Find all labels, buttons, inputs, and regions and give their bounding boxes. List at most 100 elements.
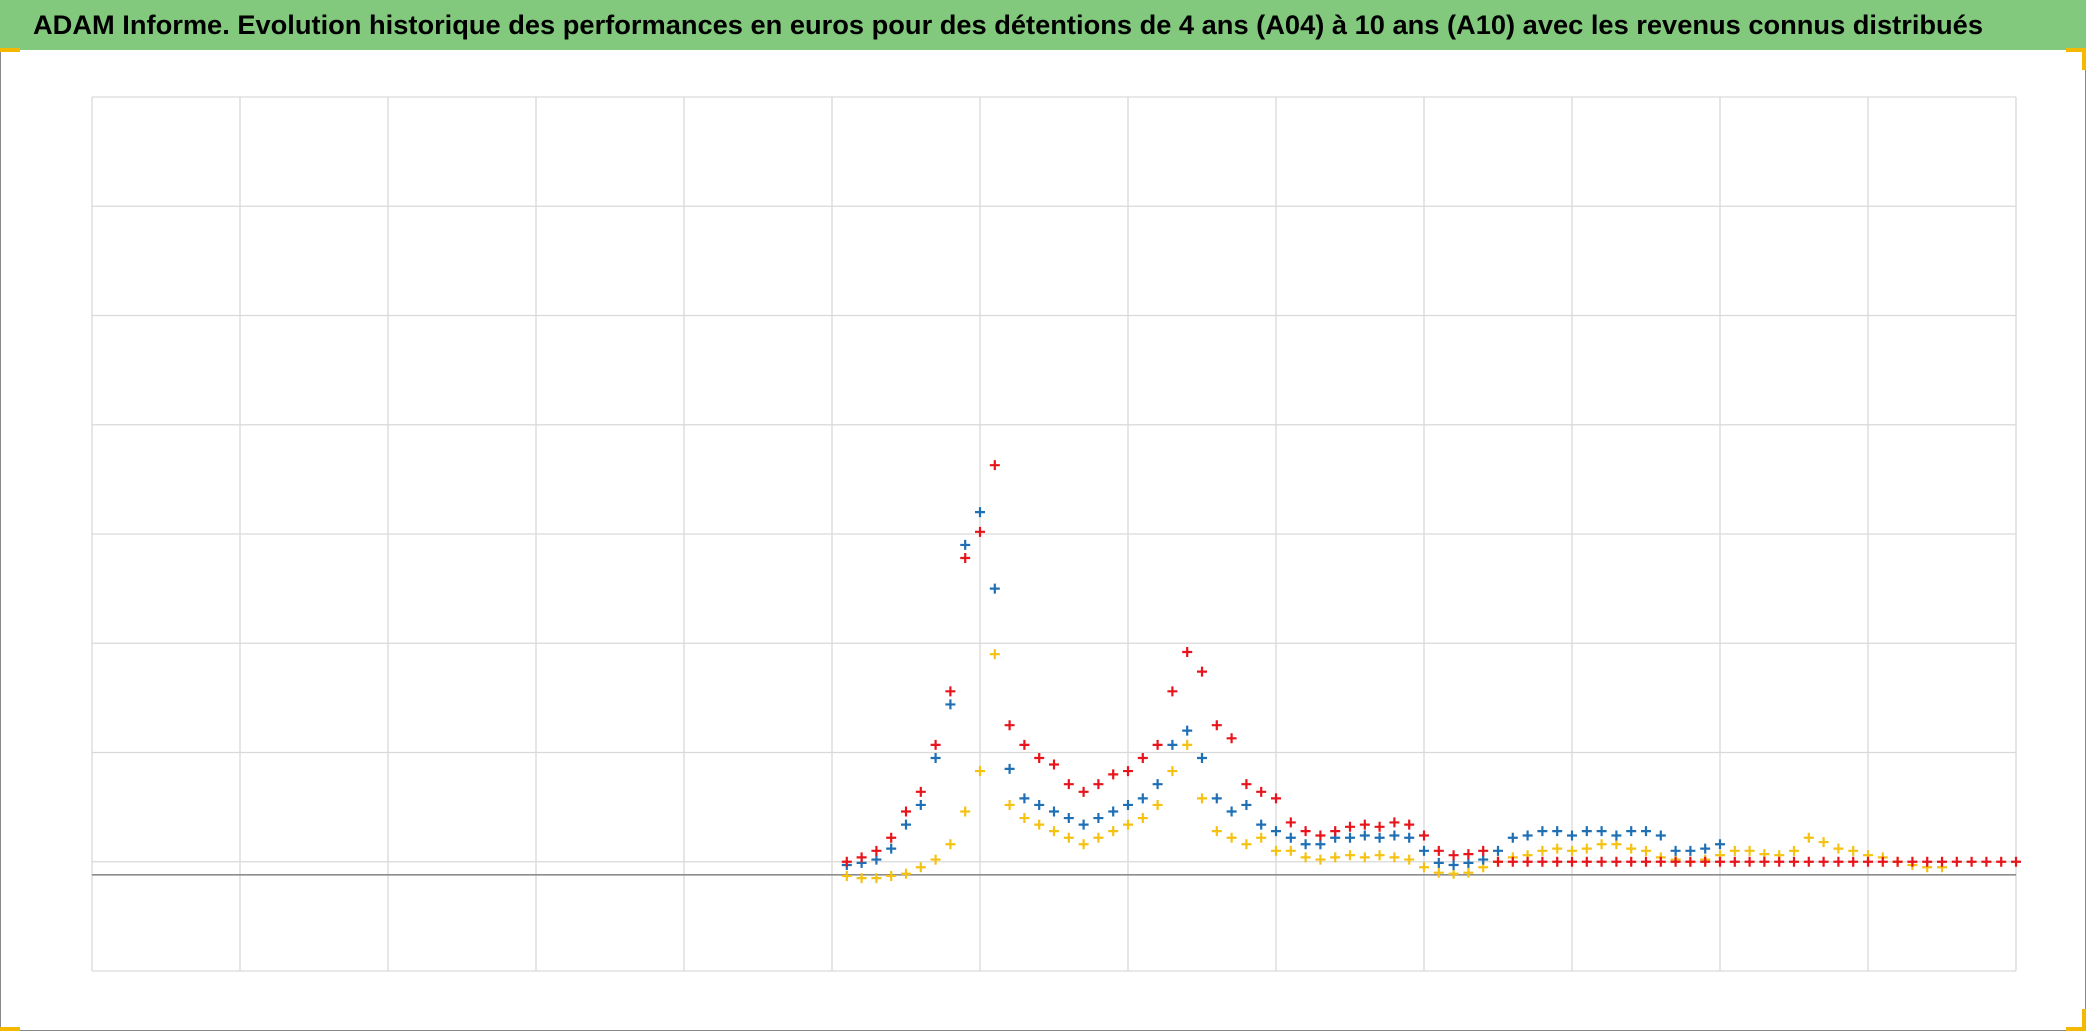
marker	[2011, 856, 2021, 867]
marker	[1552, 856, 1563, 867]
marker	[1226, 806, 1237, 817]
marker	[1389, 830, 1400, 841]
marker	[1004, 720, 1015, 731]
marker	[1670, 856, 1681, 867]
marker	[1596, 826, 1607, 837]
marker	[1818, 837, 1829, 848]
marker	[1359, 852, 1370, 863]
marker	[886, 843, 897, 854]
marker	[1700, 856, 1711, 867]
marker	[1685, 845, 1696, 856]
marker	[1522, 830, 1533, 841]
marker	[1330, 852, 1341, 863]
marker	[1300, 839, 1311, 850]
marker	[1389, 817, 1400, 828]
marker	[1567, 845, 1577, 856]
marker	[1522, 856, 1533, 867]
marker	[1759, 856, 1770, 867]
corner-marks	[0, 48, 2086, 1031]
marker	[975, 526, 985, 537]
marker	[975, 507, 985, 518]
marker	[1848, 856, 1859, 867]
marker	[1182, 646, 1193, 657]
marker	[975, 766, 985, 777]
marker	[1285, 845, 1296, 856]
marker	[1152, 779, 1163, 790]
marker	[930, 854, 941, 865]
marker	[871, 845, 882, 856]
marker	[1004, 763, 1015, 774]
marker	[1729, 845, 1740, 856]
marker	[1078, 786, 1089, 797]
marker	[1493, 856, 1503, 867]
marker	[1744, 845, 1755, 856]
marker	[1581, 826, 1592, 837]
marker	[1552, 843, 1563, 854]
marker	[1611, 856, 1622, 867]
marker	[1463, 857, 1474, 868]
marker	[1093, 832, 1104, 843]
marker	[1478, 854, 1489, 865]
marker	[1507, 856, 1518, 867]
marker	[1877, 856, 1888, 867]
marker	[901, 819, 911, 830]
title-bar	[0, 0, 2086, 50]
marker	[1951, 856, 1962, 867]
marker	[1863, 856, 1873, 867]
marker	[901, 868, 911, 879]
marker	[1182, 739, 1193, 750]
marker	[1241, 779, 1252, 790]
marker	[1093, 813, 1104, 824]
marker	[1892, 856, 1903, 867]
marker	[1729, 856, 1740, 867]
marker	[1241, 839, 1252, 850]
marker	[1537, 856, 1548, 867]
marker	[1108, 806, 1119, 817]
marker	[1359, 830, 1370, 841]
marker	[1611, 830, 1622, 841]
marker	[1419, 862, 1429, 873]
marker	[960, 539, 971, 550]
marker	[1285, 832, 1296, 843]
marker	[1374, 832, 1385, 843]
marker	[1167, 766, 1178, 777]
marker	[1626, 843, 1637, 854]
marker	[1359, 819, 1370, 830]
marker	[1271, 845, 1281, 856]
marker	[1685, 856, 1696, 867]
marker	[1211, 793, 1222, 804]
marker	[960, 553, 971, 564]
marker	[1803, 832, 1814, 843]
marker	[886, 870, 897, 881]
marker	[1226, 832, 1237, 843]
marker	[915, 786, 926, 797]
marker	[1137, 752, 1148, 763]
marker	[1211, 826, 1222, 837]
marker	[871, 854, 882, 865]
marker	[1211, 720, 1222, 731]
marker	[945, 699, 956, 710]
marker	[1774, 856, 1785, 867]
marker	[1611, 839, 1622, 850]
marker	[1567, 830, 1577, 841]
marker	[1966, 856, 1977, 867]
marker	[871, 873, 882, 884]
marker	[1241, 799, 1252, 810]
marker	[1034, 799, 1045, 810]
marker	[989, 649, 1000, 660]
marker	[1552, 826, 1563, 837]
marker	[1093, 779, 1104, 790]
marker	[1315, 839, 1326, 850]
marker	[1034, 752, 1045, 763]
marker	[1078, 819, 1089, 830]
marker	[1581, 856, 1592, 867]
marker	[1108, 769, 1119, 780]
marker	[1833, 843, 1844, 854]
marker	[1300, 852, 1311, 863]
marker	[945, 686, 956, 697]
marker	[1345, 821, 1355, 832]
chart-title: ADAM Informe. Evolution historique des p…	[33, 10, 1983, 40]
marker	[1433, 845, 1444, 856]
marker	[1448, 868, 1459, 879]
